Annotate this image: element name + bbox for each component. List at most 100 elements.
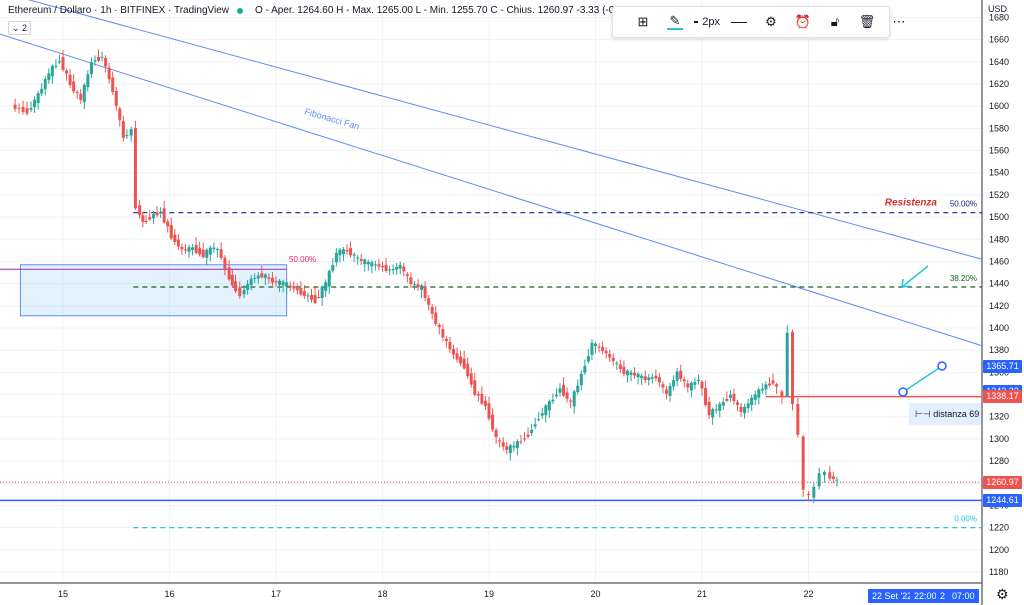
candle-body	[306, 295, 310, 297]
candle-body	[551, 399, 555, 402]
time-tick-label: 17	[271, 589, 281, 599]
candle-body	[54, 65, 58, 67]
line-color-button[interactable]: ✎	[659, 7, 691, 37]
candle-body	[796, 403, 800, 435]
candle-body	[721, 402, 725, 406]
price-tick-label: 1580	[989, 123, 1009, 133]
candle-body	[466, 363, 470, 377]
candle-body	[359, 258, 363, 262]
candle-body	[452, 348, 455, 355]
templates-icon[interactable]: ⊞	[637, 14, 649, 29]
trash-icon[interactable]: 🗑︎	[858, 14, 876, 29]
settings-icon[interactable]: ⚙	[765, 14, 777, 29]
candle-body	[388, 269, 392, 271]
candle-body	[395, 266, 399, 270]
price-tick-label: 1300	[989, 434, 1009, 444]
candle-body	[183, 249, 187, 251]
candle-body	[159, 211, 163, 214]
candle-body	[554, 394, 558, 397]
candle-body	[444, 338, 448, 342]
candle-body	[97, 56, 100, 61]
candle-body	[562, 384, 566, 396]
candle-body	[198, 248, 202, 255]
candle-body	[647, 377, 651, 381]
line-width-label: 2px	[702, 16, 720, 28]
line-style-button[interactable]	[723, 7, 755, 37]
candle-body	[498, 440, 502, 442]
candle-body	[558, 388, 562, 393]
candle-body	[583, 365, 587, 373]
candle-body	[302, 291, 306, 296]
candle-body	[711, 409, 715, 418]
candle-body	[278, 280, 282, 285]
candle-body	[579, 373, 583, 386]
candle-body	[238, 287, 242, 297]
candle-body	[148, 217, 152, 220]
candle-body	[636, 373, 640, 378]
candle-body	[144, 221, 148, 223]
price-tick-label: 1200	[989, 545, 1009, 555]
candle-body	[36, 93, 40, 103]
candle-body	[508, 445, 512, 454]
candle-body	[693, 382, 697, 385]
candle-body	[79, 93, 83, 101]
distance-label: distanza 69 p	[933, 409, 981, 419]
candle-body	[363, 259, 367, 265]
candle-body	[89, 62, 93, 75]
price-tick-label: 1600	[989, 101, 1009, 111]
currency-unit[interactable]: USD	[988, 4, 1008, 14]
candle-body	[494, 429, 498, 438]
candle-body	[523, 438, 526, 440]
candle-body	[597, 346, 601, 348]
candle-body	[469, 373, 473, 385]
candle-body	[718, 403, 722, 411]
more-icon[interactable]: ⋯	[892, 14, 906, 29]
fib-label-38: 38.20%	[950, 274, 977, 283]
line-width-button[interactable]: 2px	[691, 7, 723, 37]
time-hour-tag-2: 07:00	[948, 589, 979, 603]
candle-body	[501, 442, 505, 447]
symbol-title[interactable]: Ethereum / Dollaro · 1h · BITFINEX · Tra…	[8, 5, 230, 16]
candle-body	[519, 441, 523, 443]
candle-body	[68, 74, 72, 85]
candle-body	[476, 393, 480, 396]
candle-body	[736, 402, 739, 405]
price-tick-label: 1460	[989, 256, 1009, 266]
candle-body	[643, 376, 647, 381]
line-style-icon	[731, 21, 747, 23]
candle-body	[601, 346, 605, 352]
candle-body	[75, 91, 79, 93]
candle-body	[292, 286, 296, 289]
candle-body	[757, 389, 761, 398]
candle-body	[366, 261, 370, 265]
candle-body	[801, 436, 805, 490]
candle-body	[327, 270, 331, 287]
price-tick-label: 1400	[989, 323, 1009, 333]
candle-body	[187, 247, 191, 252]
candle-body	[230, 274, 234, 286]
candle-body	[61, 57, 65, 70]
candle-body	[835, 479, 839, 481]
chart-settings-icon[interactable]: ⚙	[996, 586, 1009, 602]
candle-body	[17, 107, 21, 109]
candle-body	[201, 249, 205, 258]
alert-clock-icon[interactable]: ⏰	[794, 14, 812, 29]
candle-body	[345, 249, 349, 252]
candle-body	[487, 403, 491, 419]
candle-body	[732, 393, 736, 402]
candle-body	[434, 312, 438, 324]
candle-body	[57, 61, 61, 63]
price-tick-label: 1440	[989, 279, 1009, 289]
lock-icon[interactable]: 🔓︎	[830, 14, 840, 29]
candle-body	[544, 405, 548, 416]
candle-body	[356, 257, 360, 259]
candle-body	[281, 281, 285, 286]
indicator-toggle[interactable]: ⌄ 2	[8, 21, 32, 35]
candle-body	[473, 380, 477, 395]
candle-body	[25, 108, 29, 114]
candle-body	[594, 343, 597, 347]
candle-body	[166, 221, 170, 227]
time-tick-label: 21	[697, 589, 707, 599]
candle-body	[586, 356, 590, 362]
